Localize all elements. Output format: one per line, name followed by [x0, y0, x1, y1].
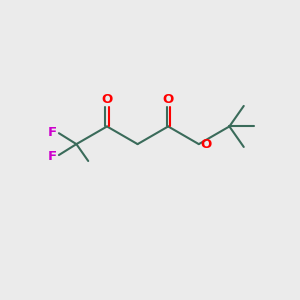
Text: F: F: [47, 150, 57, 163]
Text: O: O: [101, 93, 112, 106]
Text: F: F: [47, 125, 57, 139]
Text: O: O: [200, 138, 211, 151]
Text: O: O: [163, 93, 174, 106]
